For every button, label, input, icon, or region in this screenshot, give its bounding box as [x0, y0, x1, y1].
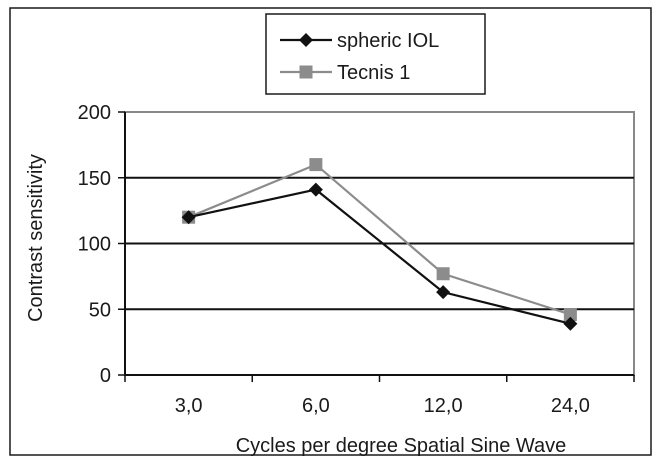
- data-point: [181, 210, 196, 225]
- legend-box: [265, 13, 486, 95]
- y-tick-label: 50: [89, 299, 111, 321]
- x-tick-label: 24,0: [551, 395, 590, 417]
- legend-label: Tecnis 1: [337, 62, 410, 84]
- data-point: [436, 285, 451, 300]
- gridlines: [125, 176, 634, 311]
- data-point: [563, 308, 577, 322]
- x-tick-label: 6,0: [302, 395, 330, 417]
- data-point: [436, 267, 450, 281]
- legend-marker: [299, 65, 313, 79]
- y-tick-label: 150: [78, 168, 111, 190]
- y-axis-label: Contrast sensitivity: [25, 154, 47, 322]
- legend: spheric IOL Tecnis 1: [265, 13, 486, 95]
- axes: 0 50 100 150 200 3,0 6,0 12,0 24,0: [78, 102, 635, 417]
- legend-items: spheric IOL Tecnis 1: [280, 30, 439, 84]
- legend-label: spheric IOL: [337, 30, 439, 52]
- legend-entry: spheric IOL: [280, 30, 439, 52]
- y-tick-label: 100: [78, 234, 111, 256]
- data-point: [563, 316, 578, 331]
- legend-entry: Tecnis 1: [280, 62, 410, 84]
- x-tick-label: 3,0: [175, 395, 203, 417]
- y-tick-label: 0: [100, 365, 111, 387]
- series-spheric-iol: [181, 182, 578, 331]
- series-line: [188, 188, 571, 325]
- y-tick-label: 200: [78, 102, 111, 124]
- x-tick-label: 12,0: [424, 395, 463, 417]
- series-line: [188, 163, 571, 316]
- data-point: [309, 158, 323, 172]
- x-axis-label: Cycles per degree Spatial Sine Wave: [236, 435, 567, 457]
- data-point: [308, 182, 323, 197]
- series-layer: [181, 158, 578, 331]
- legend-marker: [299, 33, 313, 47]
